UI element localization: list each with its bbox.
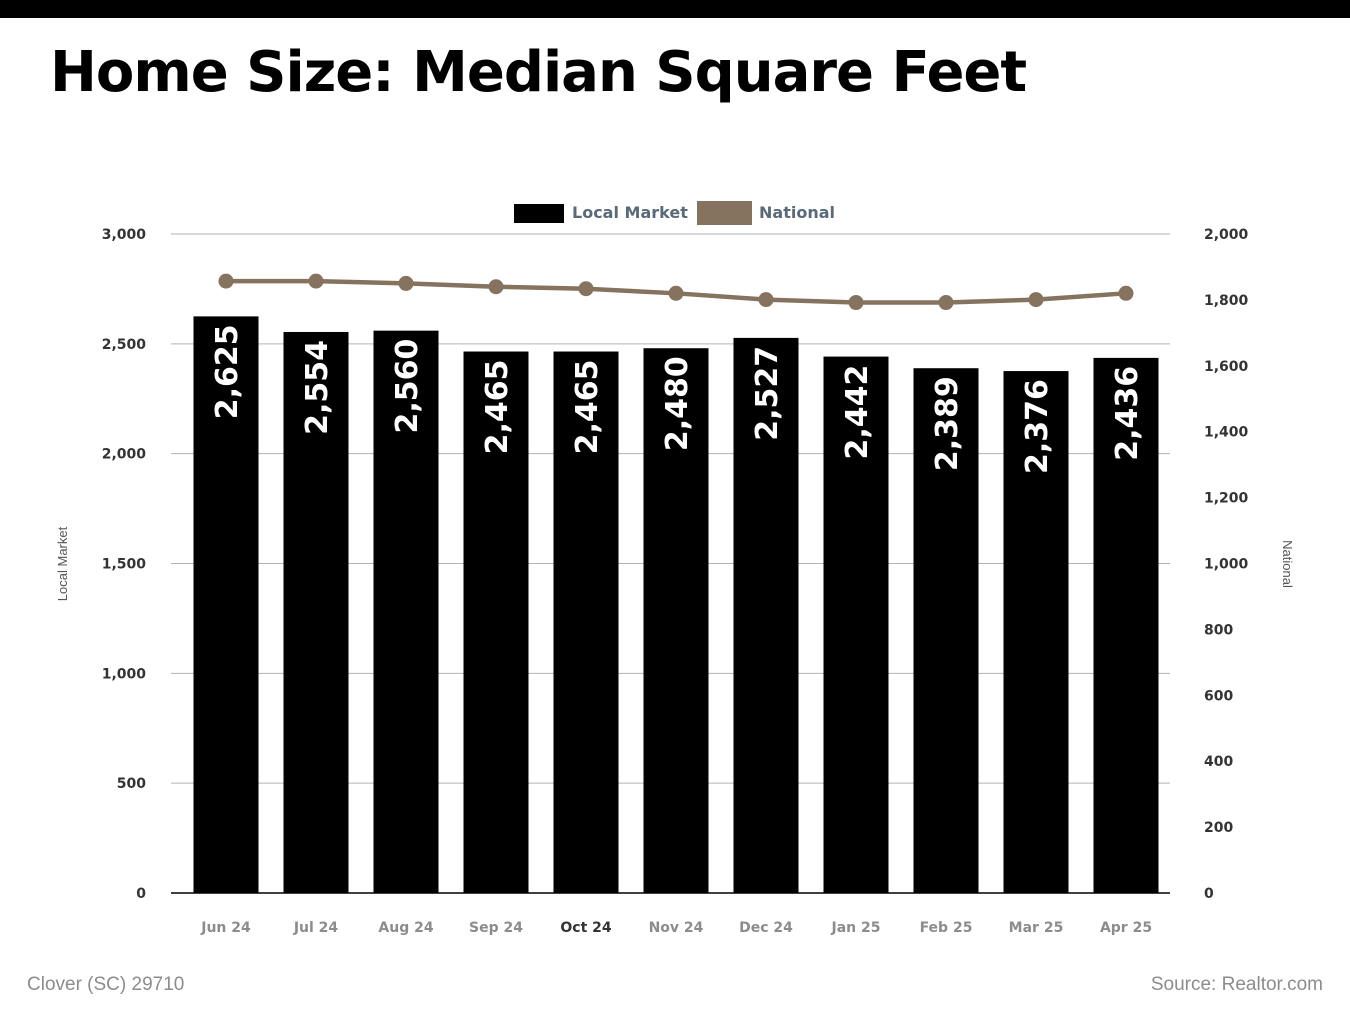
- x-axis-tick-label: Jul 24: [293, 920, 339, 936]
- bar-value-label: 2,436: [1110, 366, 1145, 461]
- bar-value-label: 2,376: [1020, 379, 1055, 474]
- legend-swatch-national: [697, 201, 752, 225]
- page-title: Home Size: Median Square Feet: [50, 40, 1027, 105]
- left-axis-tick-label: 1,500: [102, 557, 147, 573]
- footer-source: Source: Realtor.com: [1150, 974, 1323, 995]
- right-axis-tick-label: 2,000: [1204, 227, 1249, 243]
- bar-value-label: 2,465: [570, 360, 605, 455]
- bar-value-label: 2,389: [930, 376, 965, 471]
- x-axis-tick-label: Feb 25: [920, 920, 973, 936]
- national-point: [1118, 285, 1134, 301]
- bar-value-label: 2,560: [390, 339, 425, 434]
- right-axis-title: National: [1280, 540, 1295, 588]
- national-point: [668, 285, 684, 301]
- national-point: [218, 273, 234, 289]
- x-axis-tick-label: Nov 24: [649, 920, 704, 936]
- bar: [643, 348, 709, 893]
- right-axis-tick-label: 1,600: [1204, 359, 1249, 375]
- bar: [283, 331, 349, 894]
- left-axis-tick-label: 0: [136, 886, 146, 902]
- bar-value-label: 2,465: [480, 360, 515, 455]
- bar: [553, 351, 619, 893]
- bar-value-label: 2,554: [300, 340, 335, 435]
- bar: [823, 356, 889, 894]
- legend-swatch-local-market: [514, 204, 564, 223]
- left-axis-tick-label: 500: [117, 776, 146, 792]
- right-axis-tick-label: 1,400: [1204, 425, 1249, 441]
- bar: [373, 330, 439, 893]
- x-axis-tick-label: Sep 24: [469, 920, 523, 936]
- bar: [1093, 357, 1159, 894]
- bar-value-label: 2,527: [750, 346, 785, 441]
- bar: [193, 316, 259, 893]
- x-axis-tick-label: Oct 24: [560, 920, 612, 936]
- national-point: [308, 273, 324, 289]
- national-point: [758, 292, 774, 308]
- right-axis-tick-label: 1,800: [1204, 293, 1249, 309]
- left-axis-title: Local Market: [55, 526, 70, 601]
- x-axis-tick-label: Jun 24: [200, 920, 251, 936]
- right-axis-tick-label: 200: [1204, 820, 1233, 836]
- legend-label-national: National: [759, 203, 835, 222]
- top-accent-bar: [0, 0, 1350, 18]
- national-point: [1028, 292, 1044, 308]
- right-axis-tick-label: 0: [1204, 886, 1214, 902]
- bar: [1003, 371, 1069, 893]
- national-point: [488, 279, 504, 295]
- national-point: [848, 295, 864, 311]
- left-axis-tick-label: 1,000: [102, 666, 147, 682]
- national-point: [578, 281, 594, 297]
- legend-label-local-market: Local Market: [572, 203, 688, 222]
- right-axis-tick-label: 400: [1204, 754, 1233, 770]
- bar: [463, 351, 529, 893]
- bar-value-label: 2,625: [210, 324, 245, 419]
- national-point: [938, 295, 954, 311]
- bar-value-label: 2,480: [660, 356, 695, 451]
- x-axis-tick-label: Apr 25: [1100, 920, 1152, 936]
- left-axis-tick-label: 2,500: [102, 337, 147, 353]
- x-axis-tick-label: Dec 24: [739, 920, 793, 936]
- left-axis-tick-label: 3,000: [102, 227, 147, 243]
- right-axis-tick-label: 1,200: [1204, 491, 1249, 507]
- x-axis-tick-label: Mar 25: [1009, 920, 1064, 936]
- bar: [913, 368, 979, 894]
- footer-location: Clover (SC) 29710: [27, 974, 185, 995]
- bar-value-label: 2,442: [840, 365, 875, 460]
- x-axis-tick-label: Jan 25: [831, 920, 881, 936]
- national-point: [398, 275, 414, 291]
- bar: [733, 337, 799, 893]
- left-axis-tick-label: 2,000: [102, 447, 147, 463]
- right-axis-tick-label: 1,000: [1204, 557, 1249, 573]
- x-axis-tick-label: Aug 24: [378, 920, 433, 936]
- right-axis-tick-label: 800: [1204, 622, 1233, 638]
- right-axis-tick-label: 600: [1204, 688, 1233, 704]
